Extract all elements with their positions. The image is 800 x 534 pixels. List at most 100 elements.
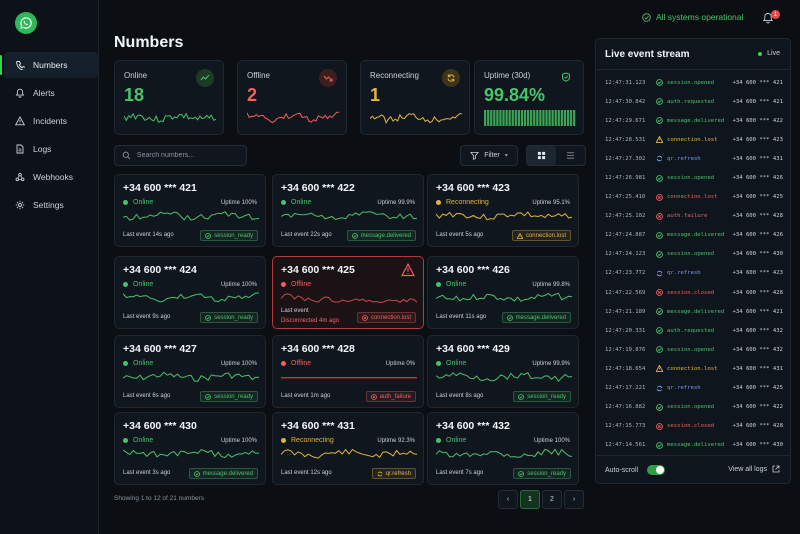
sidebar-item-webhooks[interactable]: Webhooks — [4, 164, 98, 190]
chevron-down-icon: ▾ — [504, 153, 508, 159]
uptime-bar — [511, 110, 514, 126]
number-card[interactable]: +34 600 *** 426 Online Uptime 99.8% Last ev… — [427, 256, 579, 329]
event-name: session.closed — [667, 423, 715, 430]
uptime-bar — [533, 110, 536, 126]
event-row[interactable]: 12:47:30.842 auth.requested +34 600 *** 42… — [596, 92, 790, 111]
event-phone: +34 600 *** 421 — [732, 79, 783, 86]
event-row[interactable]: 12:47:23.772 qr.refresh +34 600 *** 423 — [596, 264, 790, 283]
event-chip-label: auth_failure — [379, 393, 411, 400]
last-event: Last event — [281, 308, 309, 314]
event-time: 12:47:31.123 — [605, 79, 646, 86]
sidebar-item-label: Webhooks — [33, 172, 74, 182]
uptime-value: Uptime 0% — [385, 361, 415, 367]
event-time: 12:47:24.123 — [605, 251, 646, 258]
event-row[interactable]: 12:47:24.123 session.opened +34 600 *** 43… — [596, 245, 790, 264]
event-list[interactable]: 12:47:31.123 session.opened +34 600 *** 42… — [596, 73, 790, 455]
event-phone: +34 600 *** 423 — [732, 136, 783, 143]
number-card[interactable]: +34 600 *** 431 Reconnecting Uptime 92.3% L… — [272, 412, 424, 485]
bell-icon — [15, 88, 25, 98]
event-row[interactable]: 12:47:17.221 qr.refresh +34 600 *** 425 — [596, 379, 790, 398]
event-row[interactable]: 12:47:24.887 message.delivered +34 600 ***… — [596, 226, 790, 245]
status-dot — [281, 282, 286, 287]
view-all-logs-link[interactable]: View all logs — [728, 465, 780, 473]
number-card[interactable]: +34 600 *** 423 Reconnecting Uptime 95.1% L… — [427, 174, 579, 247]
uptime-bar — [569, 110, 573, 126]
event-chip-label: connection.lost — [370, 314, 411, 321]
status-label: Offline — [291, 281, 312, 288]
prev-page-button[interactable]: ‹ — [498, 490, 518, 509]
sidebar-item-logs[interactable]: Logs — [4, 136, 98, 162]
phone-number: +34 600 *** 421 — [123, 182, 197, 194]
notifications-bell-icon[interactable] — [762, 12, 774, 24]
event-row[interactable]: 12:47:22.569 session.closed +34 600 *** 42… — [596, 283, 790, 302]
number-card[interactable]: +34 600 *** 429 Online Uptime 99.9% Last ev… — [427, 335, 579, 408]
event-name: connection.lost — [667, 194, 718, 201]
event-row[interactable]: 12:47:25.410 connection.lost +34 600 *** 4… — [596, 188, 790, 207]
whatsapp-logo-icon[interactable] — [15, 12, 37, 34]
event-phone: +34 600 *** 428 — [732, 213, 783, 220]
last-event: Last event 22s ago — [281, 232, 332, 238]
check-circle-icon — [205, 314, 212, 321]
status-dot — [123, 282, 128, 287]
event-row[interactable]: 12:47:26.981 session.opened +34 600 *** 42… — [596, 168, 790, 187]
uptime-value: Uptime 99.9% — [377, 200, 415, 206]
number-card[interactable]: +34 600 *** 430 Online Uptime 100% Last eve… — [114, 412, 266, 485]
summary-value: 18 — [124, 85, 145, 105]
check-circle-icon — [205, 393, 212, 400]
x-circle-icon — [656, 422, 663, 430]
page-2-button[interactable]: 2 — [542, 490, 562, 509]
number-card[interactable]: +34 600 *** 422 Online Uptime 99.9% Last ev… — [272, 174, 424, 247]
event-row[interactable]: 12:47:25.102 auth.failure +34 600 *** 428 — [596, 207, 790, 226]
grid-view-button[interactable] — [527, 146, 556, 165]
status-dot — [281, 361, 286, 366]
phone-number: +34 600 *** 426 — [436, 264, 510, 276]
phone-icon — [15, 60, 25, 70]
event-row[interactable]: 12:47:20.331 auth.requested +34 600 *** 43… — [596, 321, 790, 340]
notification-badge: 1 — [771, 10, 780, 19]
page-1-button[interactable]: 1 — [520, 490, 540, 509]
status-indicator: Online — [281, 199, 311, 206]
uptime-bar — [499, 110, 502, 126]
event-phone: +34 600 *** 422 — [732, 117, 783, 124]
event-row[interactable]: 12:47:16.882 session.opened +34 600 *** 42… — [596, 398, 790, 417]
phone-number: +34 600 *** 423 — [436, 182, 510, 194]
filter-button[interactable]: Filter ▾ — [460, 145, 518, 166]
event-row[interactable]: 12:47:27.302 qr.refresh +34 600 *** 431 — [596, 149, 790, 168]
event-row[interactable]: 12:47:15.773 session.closed +34 600 *** 42… — [596, 417, 790, 436]
event-row[interactable]: 12:47:19.876 session.opened +34 600 *** 43… — [596, 340, 790, 359]
event-phone: +34 600 *** 430 — [732, 251, 783, 258]
number-card[interactable]: +34 600 *** 428 Offline Uptime 0% Last even… — [272, 335, 424, 408]
refresh-icon — [656, 270, 663, 277]
event-row[interactable]: 12:47:31.123 session.opened +34 600 *** 42… — [596, 73, 790, 92]
sidebar-item-incidents[interactable]: Incidents — [4, 108, 98, 134]
phone-number: +34 600 *** 427 — [123, 343, 197, 355]
event-row[interactable]: 12:47:14.561 message.delivered +34 600 ***… — [596, 436, 790, 455]
event-row[interactable]: 12:47:18.654 connection.lost +34 600 *** 4… — [596, 359, 790, 378]
next-page-button[interactable]: › — [564, 490, 584, 509]
summary-card-reconnecting: Reconnecting 1 — [360, 60, 470, 135]
status-label: Online — [446, 360, 467, 367]
event-time: 12:47:23.772 — [605, 270, 646, 277]
sidebar-item-alerts[interactable]: Alerts — [4, 80, 98, 106]
uptime-bar — [505, 110, 508, 126]
event-row[interactable]: 12:47:21.189 message.delivered +34 600 ***… — [596, 302, 790, 321]
search-box[interactable] — [114, 145, 247, 166]
check-circle-icon — [656, 327, 663, 335]
status-label: Online — [133, 360, 154, 367]
list-view-button[interactable] — [556, 146, 585, 165]
event-row[interactable]: 12:47:28.531 connection.lost +34 600 *** 4… — [596, 130, 790, 149]
event-row[interactable]: 12:47:29.671 message.delivered +34 600 ***… — [596, 111, 790, 130]
number-card[interactable]: +34 600 *** 421 Online Uptime 100% Last eve… — [114, 174, 266, 247]
status-label: Online — [133, 281, 154, 288]
search-input[interactable] — [136, 152, 246, 159]
sidebar-item-numbers[interactable]: Numbers — [0, 52, 98, 78]
last-event: Last event 11s ago — [436, 314, 487, 320]
number-card[interactable]: +34 600 *** 425 Offline Last event Disconne… — [272, 256, 424, 329]
event-chip-label: session_ready — [214, 232, 253, 239]
number-card[interactable]: +34 600 *** 432 Online Uptime 100% Last eve… — [427, 412, 579, 485]
sidebar-item-settings[interactable]: Settings — [4, 192, 98, 218]
autoscroll-toggle[interactable] — [647, 465, 666, 475]
uptime-bar — [545, 110, 548, 126]
number-card[interactable]: +34 600 *** 427 Online Uptime 100% Last eve… — [114, 335, 266, 408]
number-card[interactable]: +34 600 *** 424 Online Uptime 100% Last eve… — [114, 256, 266, 329]
